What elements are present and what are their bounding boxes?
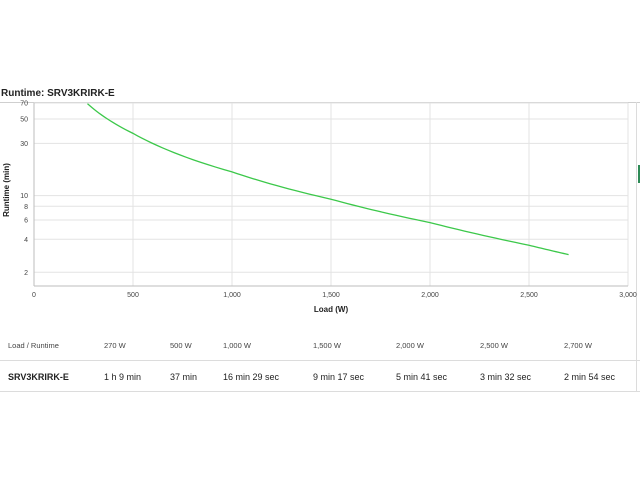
y-tick-label: 6 (24, 217, 28, 224)
panel-right-border (636, 102, 637, 392)
y-tick-label: 70 (20, 101, 28, 108)
x-tick-labels: 0 500 1,000 1,500 2,000 2,500 3,000 (32, 292, 637, 299)
table-header-load: 2,700 W (564, 341, 592, 350)
y-tick-labels: 2 4 6 8 10 30 50 70 (20, 101, 28, 277)
x-axis-label: Load (W) (314, 305, 349, 314)
x-tick-label: 3,000 (619, 292, 637, 299)
table-runtime-cell: 37 min (170, 372, 198, 382)
x-tick-label: 1,500 (322, 292, 340, 299)
table-runtime-cell: 3 min 32 sec (480, 372, 532, 382)
table-row (0, 361, 640, 392)
y-tick-label: 30 (20, 141, 28, 148)
table-runtime-cell: 5 min 41 sec (396, 372, 448, 382)
table-header-row (0, 330, 640, 361)
y-tick-label: 4 (24, 237, 28, 244)
table-runtime-cell: 2 min 54 sec (564, 372, 616, 382)
x-tick-label: 0 (32, 292, 36, 299)
x-tick-label: 1,000 (223, 292, 241, 299)
table-header-load: 2,000 W (396, 341, 424, 350)
x-tick-label: 2,500 (520, 292, 538, 299)
table-header-load: 2,500 W (480, 341, 508, 350)
table-model-name: SRV3KRIRK-E (8, 372, 69, 382)
table-header-load: 1,000 W (223, 341, 251, 350)
table-header-load: 270 W (104, 341, 126, 350)
table-header-load: 500 W (170, 341, 192, 350)
y-tick-label: 50 (20, 117, 28, 124)
scroll-indicator (638, 165, 640, 183)
table-runtime-cell: 9 min 17 sec (313, 372, 365, 382)
y-tick-label: 8 (24, 204, 28, 211)
chart-axes (33, 102, 629, 287)
y-tick-label: 2 (24, 270, 28, 277)
chart-grid (34, 102, 629, 286)
table-header-load: 1,500 W (313, 341, 341, 350)
table-runtime-cell: 16 min 29 sec (223, 372, 280, 382)
table-runtime-cell: 1 h 9 min (104, 372, 142, 382)
y-tick-label: 10 (20, 193, 28, 200)
runtime-curve (87, 103, 569, 256)
chart-series (87, 103, 569, 256)
x-tick-label: 2,000 (421, 292, 439, 299)
table-header-label: Load / Runtime (8, 341, 59, 350)
x-tick-label: 500 (127, 292, 139, 299)
y-axis-label: Runtime (min) (2, 163, 11, 217)
chart-title: Runtime: SRV3KRIRK-E (1, 88, 115, 99)
runtime-chart: 2 4 6 8 10 30 50 70 0 500 1,000 1,500 2,000 2,500 3,0… (2, 101, 637, 315)
